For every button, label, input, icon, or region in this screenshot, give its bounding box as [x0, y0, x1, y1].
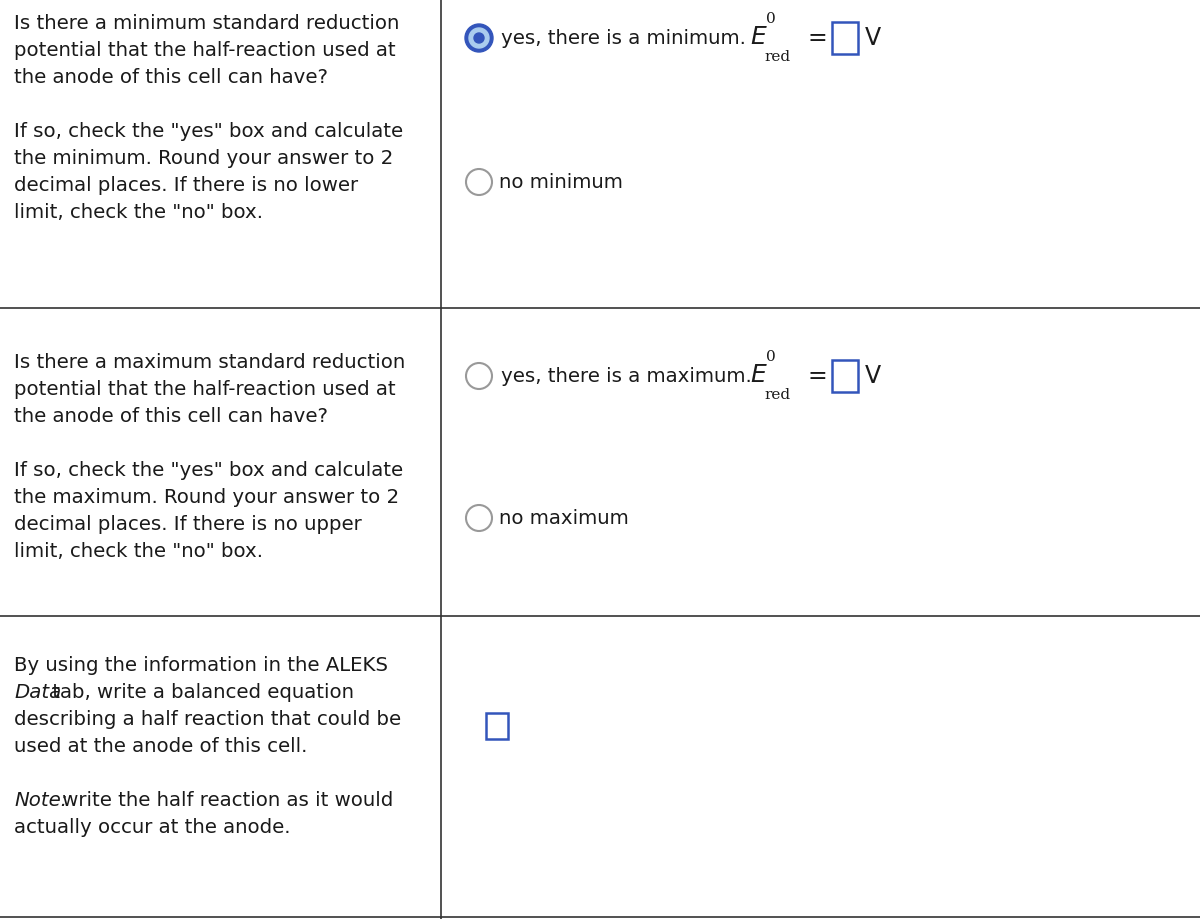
Bar — [832, 360, 858, 392]
Text: =: = — [808, 364, 828, 388]
Text: V: V — [865, 26, 881, 50]
Text: potential that the half-reaction used at: potential that the half-reaction used at — [14, 41, 396, 60]
Text: the anode of this cell can have?: the anode of this cell can have? — [14, 68, 328, 87]
Text: decimal places. If there is no upper: decimal places. If there is no upper — [14, 515, 361, 534]
Text: the anode of this cell can have?: the anode of this cell can have? — [14, 407, 328, 426]
Text: red: red — [764, 50, 790, 64]
Text: $E$: $E$ — [750, 365, 768, 388]
Text: By using the information in the ALEKS: By using the information in the ALEKS — [14, 656, 388, 675]
Text: V: V — [865, 364, 881, 388]
Text: =: = — [808, 26, 828, 50]
Text: decimal places. If there is no lower: decimal places. If there is no lower — [14, 176, 358, 195]
Text: yes, there is a maximum.: yes, there is a maximum. — [502, 367, 751, 385]
Text: no maximum: no maximum — [499, 508, 629, 528]
Bar — [832, 22, 858, 54]
Circle shape — [474, 33, 484, 43]
Bar — [486, 713, 508, 739]
Text: 0: 0 — [766, 12, 775, 26]
Circle shape — [466, 24, 493, 52]
Text: write the half reaction as it would: write the half reaction as it would — [56, 791, 394, 810]
Text: tab, write a balanced equation: tab, write a balanced equation — [46, 683, 354, 702]
Text: Data: Data — [14, 683, 61, 702]
Text: If so, check the "yes" box and calculate: If so, check the "yes" box and calculate — [14, 461, 403, 480]
Text: the minimum. Round your answer to 2: the minimum. Round your answer to 2 — [14, 149, 394, 168]
Text: describing a half reaction that could be: describing a half reaction that could be — [14, 710, 401, 729]
Text: no minimum: no minimum — [499, 173, 623, 191]
Text: used at the anode of this cell.: used at the anode of this cell. — [14, 737, 307, 756]
Text: actually occur at the anode.: actually occur at the anode. — [14, 818, 290, 837]
Circle shape — [469, 28, 490, 48]
Text: yes, there is a minimum.: yes, there is a minimum. — [502, 28, 746, 48]
Text: Note:: Note: — [14, 791, 67, 810]
Text: Is there a maximum standard reduction: Is there a maximum standard reduction — [14, 353, 406, 372]
Text: potential that the half-reaction used at: potential that the half-reaction used at — [14, 380, 396, 399]
Text: the maximum. Round your answer to 2: the maximum. Round your answer to 2 — [14, 488, 400, 507]
Text: limit, check the "no" box.: limit, check the "no" box. — [14, 542, 263, 561]
Text: Is there a minimum standard reduction: Is there a minimum standard reduction — [14, 14, 400, 33]
Text: limit, check the "no" box.: limit, check the "no" box. — [14, 203, 263, 222]
Text: $E$: $E$ — [750, 27, 768, 50]
Text: 0: 0 — [766, 350, 775, 364]
Text: red: red — [764, 388, 790, 402]
Text: If so, check the "yes" box and calculate: If so, check the "yes" box and calculate — [14, 122, 403, 141]
